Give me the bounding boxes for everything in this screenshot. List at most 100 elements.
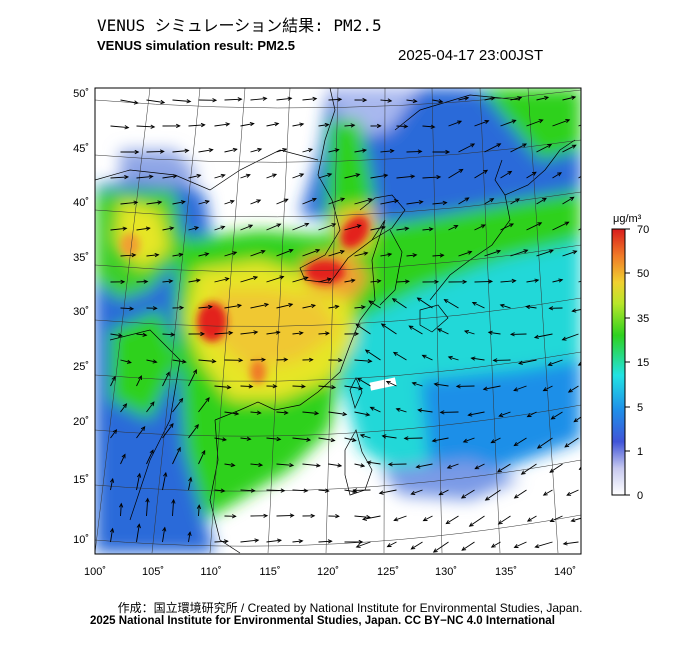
- wind-arrow-head: [571, 95, 577, 100]
- wind-arrow: [240, 276, 258, 283]
- wind-arrow-head: [549, 518, 555, 522]
- wind-arrow: [214, 489, 225, 492]
- wind-arrow: [354, 411, 370, 416]
- wind-arrow: [172, 499, 175, 517]
- wind-arrow-head: [463, 329, 469, 335]
- wind-arrow-head: [355, 173, 361, 178]
- wind-arrow-head: [337, 463, 343, 468]
- wind-arrow: [198, 450, 206, 465]
- wind-arrow-head: [142, 332, 148, 337]
- wind-arrow: [188, 477, 192, 491]
- wind-arrow: [198, 397, 210, 413]
- wind-arrow: [396, 408, 407, 413]
- wind-arrow: [491, 541, 501, 548]
- wind-arrow-head: [564, 221, 570, 226]
- wind-arrow: [548, 359, 563, 366]
- wind-arrow: [444, 299, 459, 309]
- wind-arrow: [422, 176, 441, 179]
- wind-arrow: [484, 198, 494, 205]
- wind-arrow: [198, 359, 216, 362]
- wind-arrow: [188, 532, 191, 543]
- wind-arrow: [250, 97, 267, 101]
- wind-arrow: [578, 363, 581, 366]
- wind-arrow-head: [355, 543, 361, 548]
- wind-arrow-head: [232, 147, 238, 153]
- wind-arrow-head: [517, 96, 523, 101]
- wind-arrow: [302, 98, 317, 101]
- wind-arrow: [266, 331, 280, 335]
- wind-arrow-head: [363, 251, 369, 256]
- wind-arrow-head: [331, 385, 337, 390]
- wind-arrow-head: [308, 148, 314, 153]
- wind-arrow-head: [339, 250, 345, 255]
- wind-arrow-head: [596, 146, 600, 149]
- wind-arrow: [448, 120, 462, 127]
- wind-arrow: [549, 463, 563, 473]
- wind-arrow-head: [513, 387, 519, 392]
- wind-arrow: [526, 279, 539, 283]
- wind-arrow-head: [550, 415, 556, 420]
- wind-arrow-head: [447, 355, 453, 361]
- wind-arrow-head: [458, 168, 464, 173]
- wind-arrow-head: [137, 375, 142, 380]
- wind-arrow-head: [176, 446, 181, 452]
- wind-arrow: [463, 437, 475, 443]
- wind-arrow-head: [365, 412, 371, 417]
- wind-arrow-head: [170, 332, 176, 337]
- wind-arrow-head: [187, 531, 192, 537]
- wind-arrow-head: [211, 359, 217, 364]
- wind-arrow-head: [509, 223, 515, 228]
- wind-arrow: [146, 99, 165, 104]
- wind-arrow-head: [258, 462, 264, 468]
- wind-arrow: [292, 332, 303, 335]
- wind-arrow-head: [537, 222, 543, 227]
- wind-arrow-head: [470, 143, 476, 148]
- wind-arrow-head: [256, 410, 262, 415]
- wind-arrow: [328, 250, 345, 257]
- wind-arrow: [562, 96, 576, 101]
- wind-arrow: [446, 515, 459, 524]
- wind-arrow: [571, 517, 581, 522]
- wind-arrow-head: [421, 354, 427, 359]
- graticule: [95, 88, 581, 554]
- wind-arrow: [188, 424, 199, 439]
- wind-arrow-head: [583, 173, 587, 176]
- wind-arrow: [224, 463, 235, 466]
- wind-arrow-head: [308, 357, 314, 362]
- wind-arrow-head: [122, 403, 128, 408]
- wind-arrow-head: [165, 371, 170, 377]
- wind-arrow: [527, 515, 537, 522]
- wind-arrow-head: [386, 543, 392, 548]
- wind-arrow-head: [362, 97, 368, 103]
- wind-arrow: [589, 196, 602, 204]
- wind-arrow: [292, 276, 308, 283]
- wind-arrow: [422, 228, 433, 231]
- wind-arrow-head: [150, 124, 156, 129]
- wind-arrow: [172, 150, 189, 153]
- wind-arrow: [146, 450, 154, 465]
- wind-arrow: [498, 515, 511, 525]
- wind-arrow-head: [522, 143, 528, 148]
- wind-arrow-head: [134, 149, 140, 155]
- wind-arrow: [214, 123, 230, 127]
- wind-arrow: [370, 280, 381, 283]
- wind-arrow: [146, 201, 162, 205]
- wind-arrow: [318, 173, 332, 179]
- wind-arrow: [526, 119, 543, 127]
- wind-arrow: [110, 333, 122, 337]
- wind-arrow-head: [417, 149, 423, 154]
- wind-arrow: [387, 541, 397, 548]
- wind-arrow-head: [561, 336, 567, 341]
- wind-arrow-head: [304, 222, 310, 227]
- wind-arrow-head: [385, 380, 391, 385]
- wind-arrow-head: [327, 539, 333, 544]
- wind-arrow-head: [403, 436, 409, 441]
- wind-arrow-head: [410, 174, 416, 179]
- wind-arrow: [276, 359, 288, 361]
- wind-arrow: [162, 175, 177, 179]
- wind-arrow-head: [335, 514, 340, 519]
- wind-arrow-head: [492, 358, 498, 363]
- wind-arrow-head: [457, 120, 463, 125]
- wind-arrow: [318, 124, 329, 127]
